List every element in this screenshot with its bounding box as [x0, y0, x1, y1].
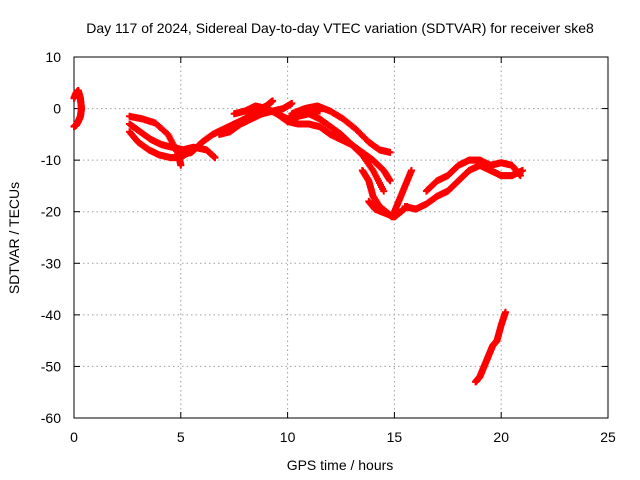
series-arc-9	[288, 102, 394, 156]
x-tick-label: 25	[600, 429, 616, 445]
y-tick-label: -40	[41, 307, 61, 323]
chart-title: Day 117 of 2024, Sidereal Day-to-day VTE…	[86, 20, 594, 36]
series-arc-14	[422, 156, 524, 195]
data-point	[386, 148, 394, 156]
data-point	[519, 166, 527, 174]
data-point	[211, 154, 219, 162]
data-point	[407, 166, 415, 174]
series-arc-2	[126, 112, 185, 169]
data-point	[516, 172, 524, 180]
y-tick-label: -10	[41, 152, 61, 168]
y-tick-label: -60	[41, 410, 61, 426]
series-arc-13	[401, 161, 527, 213]
axis-ticks: 0 5 10 15 20 25 -60 -50 -40 -30 -20 -10 0 10	[41, 49, 616, 445]
series-arc-1	[70, 87, 85, 131]
y-tick-label: -50	[41, 358, 61, 374]
data-point	[288, 99, 296, 107]
data-point	[269, 97, 277, 105]
data-point	[380, 187, 388, 195]
data-points	[70, 87, 527, 386]
y-tick-label: -30	[41, 255, 61, 271]
y-tick-label: 0	[53, 101, 61, 117]
x-tick-label: 20	[493, 429, 509, 445]
x-tick-label: 5	[177, 429, 185, 445]
x-tick-label: 15	[387, 429, 403, 445]
grid	[74, 57, 608, 418]
series-arc-10	[284, 110, 388, 195]
data-point	[501, 308, 509, 316]
x-tick-label: 0	[70, 429, 78, 445]
series-arc-12	[365, 197, 411, 221]
x-tick-label: 10	[280, 429, 296, 445]
data-point	[70, 123, 78, 131]
x-axis-label: GPS time / hours	[287, 457, 394, 473]
series-arc-4	[126, 120, 219, 162]
data-point	[177, 161, 185, 169]
y-axis-label: SDTVAR / TECUs	[6, 182, 22, 294]
y-tick-label: -20	[41, 204, 61, 220]
plot-frame	[73, 56, 609, 419]
series-arc-15	[472, 308, 509, 386]
data-point	[386, 177, 394, 185]
y-tick-label: 10	[45, 49, 61, 65]
